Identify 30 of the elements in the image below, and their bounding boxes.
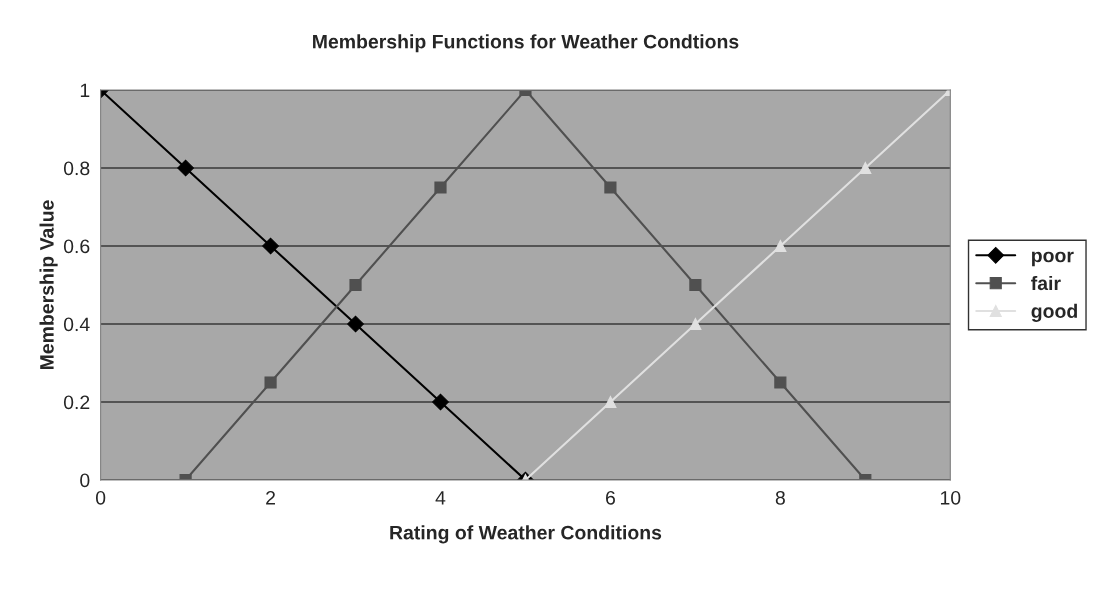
legend-label: poor [1032,251,1074,267]
y-tick-label: 1 [80,83,90,98]
legend-label: good [1031,303,1077,322]
chart-title: Membership Functions for Weather Condtions [313,34,739,53]
y-tick-label: 0.2 [63,395,90,410]
y-tick-label: 0.6 [63,239,90,254]
x-tick-label: 4 [435,491,446,505]
y-tick-label: 0.8 [63,161,90,176]
point [774,239,787,253]
x-tick-label: 2 [266,490,275,505]
legend-label: fair [1031,275,1061,291]
point [689,317,702,331]
x-tick-label: 10 [940,490,961,505]
point [349,278,362,292]
point [347,315,364,333]
y-tick-label: 0 [80,473,90,488]
y-tick-label: 0.4 [63,317,90,332]
x-tick-label: 6 [606,490,615,505]
x-axis-title: Rating of Weather Conditions [390,525,662,544]
x-tick-label: 0 [95,490,106,505]
point [604,181,617,194]
point [262,237,279,255]
y-axis-title: Membership Value [39,200,58,370]
point [859,161,872,175]
point [177,159,194,177]
x-tick-label: 8 [775,490,785,505]
point [774,376,787,389]
point [689,278,702,292]
point [264,376,277,389]
point [434,181,447,194]
